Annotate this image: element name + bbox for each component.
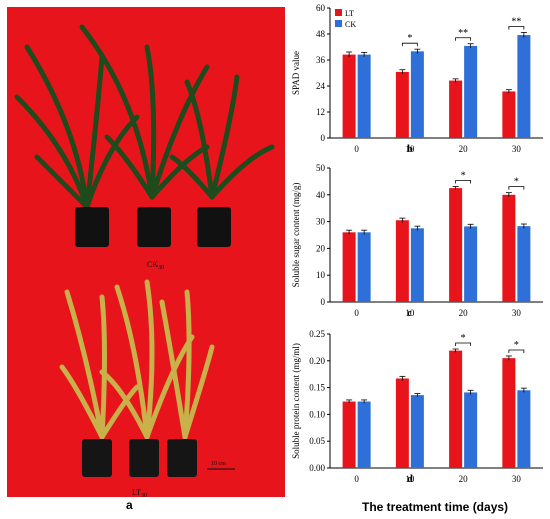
bar-lt (449, 80, 463, 138)
x-tick-label: 0 (354, 144, 359, 154)
x-tick-label: 0 (354, 308, 359, 318)
bar-lt (342, 232, 356, 302)
chart-panel-c: 0 10 20 30 40 50 Soluble sugar content (mg/g) 0… (291, 163, 543, 319)
significance-mark: ** (458, 28, 468, 39)
significance-mark: * (461, 333, 466, 344)
x-tick-label: 10 (405, 308, 415, 318)
bar-ck (357, 54, 371, 139)
bar-ck (464, 45, 478, 138)
y-tick-label: 0.25 (309, 329, 325, 339)
significance-bracket (508, 186, 525, 190)
legend-swatch-ck (335, 20, 342, 27)
legend-label: CK (345, 20, 356, 29)
chart-panel-d: 0.00 0.05 0.10 0.15 0.20 0.25 Soluble protein … (291, 329, 543, 485)
panel-label: b (407, 144, 413, 155)
bar-ck (410, 51, 424, 139)
y-tick-label: 0.20 (309, 356, 325, 366)
plant-photo: CK30 LT30 10 cm (7, 7, 285, 497)
bar-ck (517, 390, 531, 468)
significance-mark: * (514, 177, 519, 188)
y-axis-label: Soluble protein content (mg/ml) (291, 343, 301, 459)
significance-mark: ** (511, 16, 521, 27)
y-tick-label: 12 (316, 107, 325, 117)
y-axis-label: SPAD value (291, 51, 301, 95)
scale-label: 10 cm (211, 461, 226, 467)
ck-plants (14, 24, 275, 210)
y-tick-label: 20 (316, 243, 326, 253)
y-tick-label: 0 (321, 133, 326, 143)
lt-pots (82, 439, 197, 477)
y-tick-label: 48 (316, 29, 326, 39)
legend-swatch-lt (335, 9, 342, 16)
bar-ck (357, 232, 371, 302)
panel-label: c (407, 308, 412, 319)
lt-plants (59, 279, 215, 440)
x-tick-label: 10 (405, 144, 415, 154)
bar-lt (342, 401, 356, 468)
y-tick-label: 40 (316, 190, 326, 200)
significance-bracket (508, 26, 525, 30)
bar-lt (395, 220, 409, 302)
y-tick-label: 0.15 (309, 383, 325, 393)
y-tick-label: 0 (321, 297, 326, 307)
y-tick-label: 0.00 (309, 463, 325, 473)
significance-bracket (508, 349, 525, 353)
significance-bracket (455, 342, 472, 347)
y-tick-label: 10 (316, 270, 326, 280)
y-tick-label: 0.10 (309, 409, 325, 419)
y-tick-label: 60 (316, 3, 326, 13)
y-tick-label: 24 (316, 81, 326, 91)
bar-ck (517, 35, 531, 139)
bar-ck (517, 226, 531, 302)
bar-lt (449, 188, 463, 302)
bar-ck (357, 401, 371, 468)
bar-lt (502, 194, 516, 302)
panel-label: d (407, 474, 413, 485)
significance-mark: * (407, 33, 412, 44)
legend-label: LT (345, 9, 354, 18)
significance-bracket (455, 180, 472, 184)
bar-ck (410, 228, 424, 302)
y-axis-label: Soluble sugar content (mg/g) (291, 183, 301, 288)
ck-pots (75, 207, 231, 247)
photo-panel-label: a (126, 498, 133, 512)
bar-ck (464, 392, 478, 468)
x-tick-label: 10 (405, 474, 415, 484)
x-tick-label: 20 (459, 308, 469, 318)
bar-lt (502, 91, 516, 138)
y-tick-label: 50 (316, 163, 326, 173)
x-tick-label: 20 (459, 474, 469, 484)
bar-ck (410, 395, 424, 468)
bar-lt (395, 71, 409, 138)
significance-mark: * (514, 340, 519, 351)
y-tick-label: 0.05 (309, 436, 325, 446)
y-tick-label: 36 (316, 55, 326, 65)
x-tick-label: 0 (354, 474, 359, 484)
bar-lt (342, 54, 356, 139)
bar-ck (464, 226, 478, 302)
x-tick-label: 30 (512, 308, 522, 318)
x-axis-title: The treatment time (days) (362, 500, 509, 514)
ck-label: CK30 (147, 260, 164, 271)
x-tick-label: 30 (512, 144, 522, 154)
significance-mark: * (461, 170, 466, 181)
bar-lt (449, 350, 463, 468)
bar-lt (502, 358, 516, 468)
x-tick-label: 30 (512, 474, 522, 484)
lt-label: LT30 (132, 488, 147, 497)
significance-bracket (401, 42, 418, 47)
x-tick-label: 20 (459, 144, 469, 154)
bar-lt (395, 378, 409, 468)
y-tick-label: 30 (316, 217, 326, 227)
significance-bracket (455, 37, 472, 41)
